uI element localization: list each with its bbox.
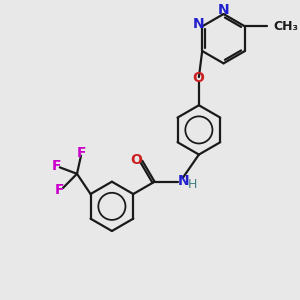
Text: F: F xyxy=(51,159,61,173)
Text: N: N xyxy=(178,174,190,188)
Text: N: N xyxy=(193,16,204,31)
Text: H: H xyxy=(188,178,197,191)
Text: F: F xyxy=(77,146,87,160)
Text: CH₃: CH₃ xyxy=(274,20,299,33)
Text: F: F xyxy=(55,183,64,197)
Text: O: O xyxy=(192,71,204,85)
Text: O: O xyxy=(130,153,142,167)
Text: N: N xyxy=(218,3,230,17)
